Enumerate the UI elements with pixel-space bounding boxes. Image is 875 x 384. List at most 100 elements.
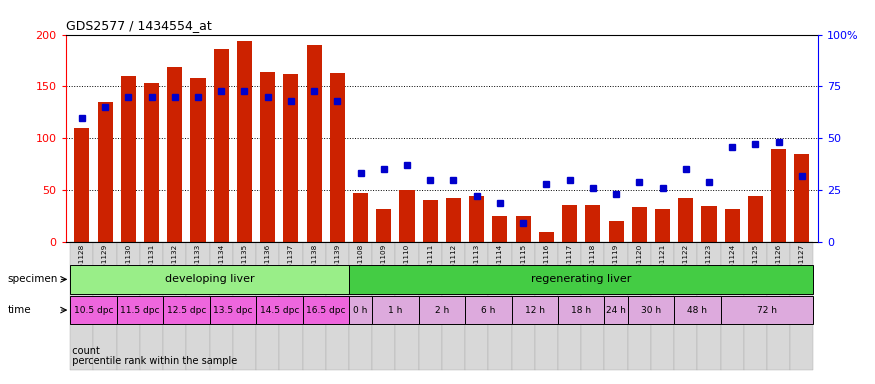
Bar [400, 190, 415, 242]
Bar [279, 242, 303, 371]
Bar [376, 209, 391, 242]
Bar [256, 296, 303, 324]
Bar [303, 296, 349, 324]
Text: 13.5 dpc: 13.5 dpc [214, 306, 253, 314]
Bar [581, 242, 605, 371]
Bar [605, 296, 627, 324]
Text: 14.5 dpc: 14.5 dpc [260, 306, 299, 314]
Bar [303, 242, 326, 371]
Bar [326, 242, 349, 371]
Bar [70, 296, 116, 324]
Bar [144, 83, 159, 242]
Bar [349, 265, 814, 294]
Text: percentile rank within the sample: percentile rank within the sample [66, 356, 237, 366]
Bar [116, 242, 140, 371]
Bar [535, 242, 558, 371]
Bar [632, 207, 647, 242]
Bar [306, 45, 322, 242]
Bar [446, 199, 461, 242]
Text: 10.5 dpc: 10.5 dpc [74, 306, 113, 314]
Bar [539, 232, 554, 242]
Bar [721, 296, 814, 324]
Bar [163, 242, 186, 371]
Bar [418, 296, 466, 324]
Text: GDS2577 / 1434554_at: GDS2577 / 1434554_at [66, 19, 212, 32]
Text: 2 h: 2 h [435, 306, 449, 314]
Text: developing liver: developing liver [164, 274, 255, 285]
Bar [256, 242, 279, 371]
Bar [794, 154, 809, 242]
Text: specimen: specimen [8, 274, 58, 285]
Bar [790, 242, 814, 371]
Bar [396, 242, 418, 371]
Text: time: time [8, 305, 31, 315]
Bar [70, 242, 94, 371]
Bar [608, 221, 624, 242]
Text: 72 h: 72 h [757, 306, 777, 314]
Bar [163, 296, 210, 324]
Bar [562, 205, 578, 242]
Bar [493, 216, 507, 242]
Bar [116, 296, 163, 324]
Text: 24 h: 24 h [606, 306, 626, 314]
Bar [558, 296, 605, 324]
Bar [330, 73, 345, 242]
Bar [627, 296, 674, 324]
Text: 12.5 dpc: 12.5 dpc [167, 306, 206, 314]
Bar [372, 242, 396, 371]
Text: 6 h: 6 h [481, 306, 495, 314]
Bar [284, 74, 298, 242]
Bar [744, 242, 767, 371]
Bar [651, 242, 674, 371]
Bar [94, 242, 116, 371]
Bar [655, 209, 670, 242]
Bar [237, 41, 252, 242]
Bar [469, 196, 484, 242]
Bar [724, 209, 739, 242]
Bar [372, 296, 418, 324]
Bar [674, 242, 697, 371]
Text: 0 h: 0 h [354, 306, 367, 314]
Bar [748, 196, 763, 242]
Text: 48 h: 48 h [688, 306, 707, 314]
Text: 11.5 dpc: 11.5 dpc [120, 306, 160, 314]
Bar [191, 78, 206, 242]
Bar [74, 128, 89, 242]
Bar [423, 200, 438, 242]
Bar [70, 265, 349, 294]
Bar [121, 76, 136, 242]
Text: 1 h: 1 h [388, 306, 402, 314]
Bar [466, 296, 512, 324]
Bar [233, 242, 256, 371]
Bar [674, 296, 721, 324]
Bar [442, 242, 466, 371]
Bar [515, 216, 531, 242]
Text: count: count [66, 346, 100, 356]
Bar [512, 242, 535, 371]
Bar [349, 296, 372, 324]
Bar [585, 205, 600, 242]
Bar [210, 296, 256, 324]
Bar [721, 242, 744, 371]
Bar [678, 199, 693, 242]
Bar [186, 242, 210, 371]
Bar [214, 49, 228, 242]
Bar [349, 242, 372, 371]
Bar [767, 242, 790, 371]
Bar [140, 242, 163, 371]
Text: 18 h: 18 h [571, 306, 592, 314]
Bar [558, 242, 581, 371]
Bar [627, 242, 651, 371]
Bar [488, 242, 512, 371]
Text: 12 h: 12 h [525, 306, 545, 314]
Bar [353, 193, 368, 242]
Text: 16.5 dpc: 16.5 dpc [306, 306, 346, 314]
Bar [210, 242, 233, 371]
Text: 30 h: 30 h [640, 306, 661, 314]
Bar [697, 242, 721, 371]
Text: regenerating liver: regenerating liver [531, 274, 632, 285]
Bar [605, 242, 627, 371]
Bar [466, 242, 488, 371]
Bar [97, 102, 113, 242]
Bar [418, 242, 442, 371]
